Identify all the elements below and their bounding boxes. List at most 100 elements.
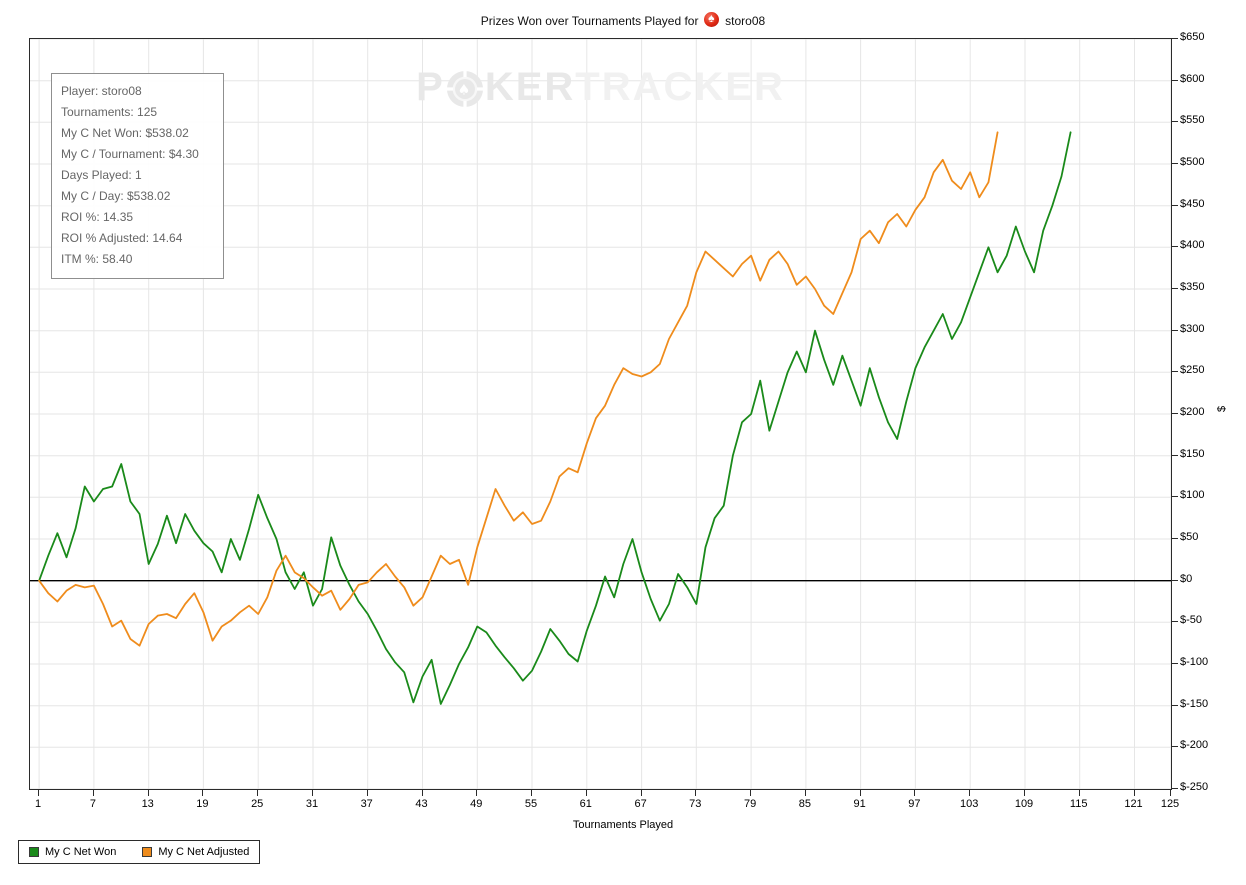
x-axis-tick bbox=[531, 790, 532, 796]
y-axis-label: $600 bbox=[1180, 72, 1205, 85]
x-axis-tick bbox=[1024, 790, 1025, 796]
x-axis-tick bbox=[421, 790, 423, 796]
info-line: My C Net Won: $538.02 bbox=[61, 126, 189, 140]
info-line: ROI % Adjusted: 14.64 bbox=[61, 231, 183, 245]
y-axis-tick bbox=[1172, 204, 1178, 206]
y-axis-label: $250 bbox=[1180, 364, 1205, 377]
x-axis-tick bbox=[640, 790, 642, 796]
page-title: Prizes Won over Tournaments Played for ♠… bbox=[0, 11, 1246, 28]
y-axis-label: $200 bbox=[1180, 406, 1205, 418]
x-axis-tick bbox=[476, 790, 478, 796]
info-line: Days Played: 1 bbox=[61, 168, 142, 182]
y-axis-label: $300 bbox=[1180, 322, 1205, 335]
x-axis-label: 55 bbox=[524, 798, 538, 810]
x-axis-tick bbox=[38, 790, 40, 796]
page-title-player: storo08 bbox=[725, 13, 766, 28]
x-axis-tick bbox=[92, 790, 94, 796]
x-axis-label: 109 bbox=[1014, 798, 1034, 810]
y-axis-tick bbox=[1172, 788, 1178, 789]
y-axis-label: $350 bbox=[1180, 281, 1205, 293]
info-line: My C / Tournament: $4.30 bbox=[61, 147, 199, 161]
y-axis-label: $400 bbox=[1180, 239, 1205, 252]
y-axis-tick bbox=[1172, 329, 1178, 331]
x-axis-label: 25 bbox=[251, 798, 264, 810]
x-axis-label: 79 bbox=[743, 798, 757, 810]
x-axis-tick bbox=[969, 790, 971, 796]
info-line: ITM %: 58.40 bbox=[61, 252, 133, 266]
x-axis-label: 61 bbox=[579, 798, 592, 810]
y-axis-tick bbox=[1172, 413, 1178, 414]
y-axis-tick bbox=[1172, 621, 1178, 623]
y-axis-label: $-50 bbox=[1180, 614, 1203, 627]
y-axis-label: $-100 bbox=[1180, 656, 1209, 668]
y-axis-label: $500 bbox=[1180, 156, 1205, 168]
x-axis-tick bbox=[257, 790, 259, 796]
y-axis-label: $50 bbox=[1180, 531, 1199, 543]
x-axis-tick bbox=[312, 790, 313, 796]
x-axis-tick bbox=[202, 790, 204, 796]
y-axis-label: $100 bbox=[1180, 489, 1205, 502]
x-axis-tick bbox=[750, 790, 752, 796]
legend-item-net-won[interactable]: My C Net Won bbox=[29, 846, 116, 858]
y-axis-label: $450 bbox=[1180, 197, 1205, 210]
x-axis-tick bbox=[147, 790, 149, 796]
legend-label: My C Net Adjusted bbox=[158, 846, 250, 858]
y-axis-tick bbox=[1172, 246, 1178, 248]
y-axis-tick bbox=[1172, 79, 1178, 81]
y-axis-tick bbox=[1172, 163, 1178, 164]
x-axis-label: 19 bbox=[196, 798, 209, 810]
y-axis-label: $0 bbox=[1180, 572, 1193, 585]
y-axis-tick bbox=[1172, 454, 1178, 456]
x-axis-tick bbox=[804, 790, 806, 796]
y-axis-tick bbox=[1172, 496, 1178, 498]
x-axis-label: 67 bbox=[634, 798, 647, 810]
y-axis-tick bbox=[1172, 538, 1178, 539]
x-axis-title: Tournaments Played bbox=[572, 819, 674, 831]
x-axis-label: 73 bbox=[689, 798, 702, 810]
info-line: Tournaments: 125 bbox=[61, 105, 158, 119]
x-axis-label: 7 bbox=[89, 798, 96, 810]
x-axis-label: 49 bbox=[470, 798, 483, 810]
y-axis-tick bbox=[1172, 704, 1178, 706]
y-axis-tick bbox=[1172, 38, 1178, 39]
y-axis-tick bbox=[1172, 663, 1178, 664]
y-axis-label: $-200 bbox=[1180, 739, 1209, 752]
legend-swatch-orange bbox=[142, 847, 153, 857]
legend-label: My C Net Won bbox=[45, 846, 117, 858]
x-axis-label: 103 bbox=[960, 798, 979, 810]
pokerstars-spade-icon: ♠ bbox=[703, 11, 719, 28]
y-axis-label: $-250 bbox=[1180, 781, 1209, 793]
x-axis-tick bbox=[1170, 790, 1171, 796]
x-axis-label: 97 bbox=[908, 798, 921, 810]
info-line: ROI %: 14.35 bbox=[61, 210, 134, 224]
chart-legend[interactable]: My C Net Won My C Net Adjusted bbox=[18, 840, 261, 864]
x-axis-label: 37 bbox=[360, 798, 373, 810]
x-axis-label: 43 bbox=[415, 798, 428, 810]
x-axis-label: 85 bbox=[798, 798, 812, 810]
legend-item-net-adjusted[interactable]: My C Net Adjusted bbox=[142, 846, 249, 858]
x-axis-tick bbox=[585, 790, 587, 796]
x-axis-tick bbox=[695, 790, 697, 796]
y-axis-label: $150 bbox=[1180, 447, 1205, 460]
y-axis-tick bbox=[1172, 371, 1178, 373]
y-axis-label: $650 bbox=[1180, 31, 1205, 43]
y-axis-label: $-150 bbox=[1180, 697, 1209, 710]
x-axis-tick bbox=[859, 790, 861, 796]
y-axis-tick bbox=[1172, 288, 1178, 289]
y-axis-tick bbox=[1172, 579, 1178, 581]
page-title-text: Prizes Won over Tournaments Played for bbox=[480, 13, 699, 28]
y-axis-tick bbox=[1172, 746, 1178, 748]
x-axis-label: 13 bbox=[141, 798, 154, 810]
x-axis-tick bbox=[366, 790, 368, 796]
y-axis-label: $550 bbox=[1180, 114, 1205, 127]
legend-swatch-green bbox=[29, 847, 39, 857]
x-axis-label: 91 bbox=[853, 798, 866, 810]
x-axis-label: 31 bbox=[305, 798, 319, 810]
x-axis-label: 121 bbox=[1124, 798, 1143, 810]
x-axis-tick bbox=[1133, 790, 1135, 796]
x-axis-tick bbox=[914, 790, 916, 796]
x-axis-label: 125 bbox=[1160, 798, 1180, 810]
y-axis-title: $ bbox=[1216, 405, 1228, 412]
y-axis-tick bbox=[1172, 121, 1178, 123]
